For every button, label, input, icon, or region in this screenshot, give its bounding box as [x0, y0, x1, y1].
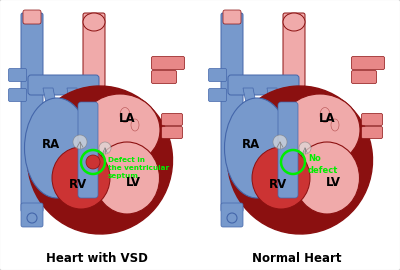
Ellipse shape: [228, 86, 372, 234]
FancyBboxPatch shape: [362, 113, 382, 126]
FancyBboxPatch shape: [78, 102, 98, 198]
FancyBboxPatch shape: [228, 75, 299, 95]
FancyBboxPatch shape: [208, 89, 226, 102]
Ellipse shape: [131, 119, 139, 131]
Ellipse shape: [280, 94, 360, 166]
FancyBboxPatch shape: [162, 113, 182, 126]
FancyBboxPatch shape: [221, 13, 243, 212]
FancyBboxPatch shape: [152, 70, 176, 83]
FancyBboxPatch shape: [362, 127, 382, 139]
Circle shape: [86, 155, 100, 169]
Text: LV: LV: [326, 176, 340, 188]
Text: LV: LV: [126, 176, 140, 188]
FancyBboxPatch shape: [223, 10, 241, 24]
FancyBboxPatch shape: [152, 56, 184, 69]
FancyBboxPatch shape: [208, 69, 226, 82]
Text: LA: LA: [319, 112, 335, 124]
FancyBboxPatch shape: [352, 56, 384, 69]
Circle shape: [73, 135, 87, 149]
Ellipse shape: [252, 147, 310, 209]
Circle shape: [273, 135, 287, 149]
FancyBboxPatch shape: [28, 75, 99, 95]
Ellipse shape: [294, 142, 360, 214]
FancyBboxPatch shape: [21, 13, 43, 212]
Ellipse shape: [83, 13, 105, 31]
Ellipse shape: [120, 107, 130, 123]
Text: RA: RA: [242, 139, 260, 151]
Text: LA: LA: [119, 112, 135, 124]
Circle shape: [99, 142, 111, 154]
Text: RV: RV: [69, 178, 87, 191]
Ellipse shape: [80, 94, 160, 166]
Text: Heart with VSD: Heart with VSD: [46, 251, 148, 265]
Text: RA: RA: [42, 139, 60, 151]
Ellipse shape: [28, 86, 172, 234]
Circle shape: [299, 142, 311, 154]
Ellipse shape: [283, 13, 305, 31]
FancyBboxPatch shape: [23, 10, 41, 24]
FancyBboxPatch shape: [278, 102, 298, 198]
Ellipse shape: [224, 98, 290, 198]
FancyBboxPatch shape: [162, 127, 182, 139]
Ellipse shape: [331, 119, 339, 131]
FancyBboxPatch shape: [21, 203, 43, 227]
FancyBboxPatch shape: [8, 89, 26, 102]
FancyBboxPatch shape: [283, 13, 305, 87]
Text: RV: RV: [269, 178, 287, 191]
Text: No
defect: No defect: [308, 154, 338, 175]
Text: Normal Heart: Normal Heart: [252, 251, 342, 265]
Ellipse shape: [24, 98, 90, 198]
FancyBboxPatch shape: [83, 13, 105, 87]
Polygon shape: [43, 88, 59, 118]
Ellipse shape: [94, 142, 160, 214]
FancyBboxPatch shape: [8, 69, 26, 82]
Ellipse shape: [52, 147, 110, 209]
Text: Defect in
the ventricular
septum: Defect in the ventricular septum: [108, 157, 169, 179]
Ellipse shape: [320, 107, 330, 123]
Polygon shape: [67, 88, 83, 128]
FancyBboxPatch shape: [352, 70, 376, 83]
Polygon shape: [243, 88, 259, 118]
Polygon shape: [267, 88, 283, 128]
FancyBboxPatch shape: [221, 203, 243, 227]
